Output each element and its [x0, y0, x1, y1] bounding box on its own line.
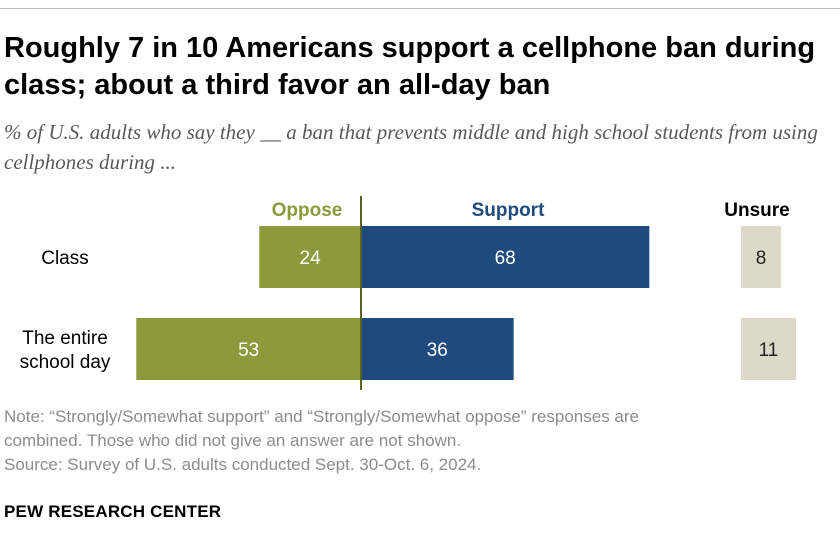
support-bar — [361, 226, 650, 288]
category-label: The entire — [22, 328, 108, 349]
legend-oppose: Oppose — [272, 200, 343, 221]
chart-note: Note: “Strongly/Somewhat support” and “S… — [4, 405, 824, 477]
legend-unsure: Unsure — [724, 200, 789, 221]
chart-title: Roughly 7 in 10 Americans support a cell… — [4, 32, 816, 101]
source-line: Source: Survey of U.S. adults conducted … — [4, 455, 482, 474]
unsure-value-label: 8 — [756, 248, 767, 269]
unsure-value-label: 11 — [759, 340, 779, 361]
support-value-label: 36 — [427, 340, 448, 361]
oppose-bar — [259, 226, 361, 288]
support-value-label: 68 — [495, 248, 516, 269]
note-line-1: Note: “Strongly/Somewhat support” and “S… — [4, 407, 639, 426]
top-rule — [0, 8, 840, 9]
support-bar — [361, 318, 514, 380]
diverging-bar-chart: Oppose Support Unsure Class 24 68 8 The entire s… — [20, 196, 796, 390]
chart-subtitle: % of U.S. adults who say they __ a ban t… — [4, 120, 818, 174]
category-label: Class — [41, 248, 89, 269]
oppose-value-label: 53 — [238, 340, 259, 361]
unsure-bar — [741, 318, 796, 380]
legend-support: Support — [472, 200, 545, 221]
oppose-bar — [136, 318, 361, 380]
note-line-2: combined. Those who did not give an answ… — [4, 431, 462, 450]
category-label: school day — [20, 352, 111, 373]
unsure-bar — [741, 226, 781, 288]
oppose-value-label: 24 — [300, 248, 322, 269]
brand-name: PEW RESEARCH CENTER — [4, 502, 222, 521]
